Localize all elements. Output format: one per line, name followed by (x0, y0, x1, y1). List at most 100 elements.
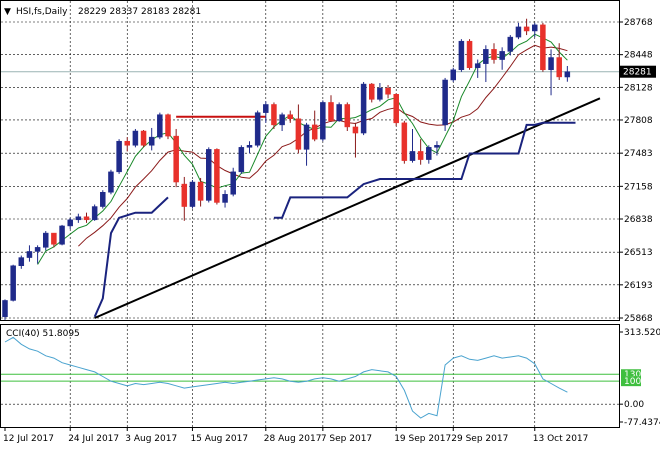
candle (474, 59, 481, 78)
candle (466, 39, 473, 70)
candle (173, 128, 179, 188)
candle (18, 255, 25, 269)
candle (434, 141, 440, 156)
candle (124, 137, 130, 152)
cci-label: CCI(40) 51.8095 (6, 329, 80, 339)
candle (91, 204, 98, 221)
candle (507, 35, 514, 56)
candle (10, 264, 16, 302)
candle (540, 22, 546, 72)
candle (556, 43, 562, 80)
candle (564, 65, 571, 82)
candle (369, 83, 375, 103)
candle (523, 18, 530, 36)
time-tick-label: 24 Jul 2017 (68, 434, 119, 444)
candle (43, 231, 49, 251)
candle (189, 180, 196, 209)
candle (148, 127, 155, 151)
candle (2, 299, 8, 320)
header-triangle: ▼ (4, 7, 11, 17)
cci-line (4, 336, 568, 419)
candle (287, 110, 293, 123)
candle (515, 22, 522, 40)
candle (295, 104, 302, 154)
candle (279, 112, 285, 132)
candle (303, 122, 310, 166)
candle (458, 39, 465, 72)
cci-tick-label: -77.4374 (624, 418, 660, 428)
price-tick-label: 25868 (624, 314, 653, 324)
candle (165, 113, 171, 140)
candle (499, 47, 505, 70)
candle (75, 213, 82, 223)
current-price-label: 28281 (623, 68, 652, 78)
candle (385, 85, 391, 99)
time-tick-label: 7 Sep 2017 (321, 434, 372, 444)
candle (26, 245, 33, 262)
price-tick-label: 28448 (624, 51, 653, 61)
candle (100, 190, 106, 209)
time-tick-label: 29 Sep 2017 (451, 434, 508, 444)
price-tick-label: 26513 (624, 248, 653, 258)
candle (360, 82, 367, 136)
time-axis: 12 Jul 2017 24 Jul 2017 3 Aug 2017 15 Aug 2… (3, 427, 588, 444)
candle (491, 43, 497, 64)
stop-line (93, 121, 576, 318)
price-pane (0, 0, 620, 321)
candle (197, 177, 204, 207)
candle (108, 169, 114, 195)
header-ohlc: 28229 28337 28183 28281 (78, 7, 201, 17)
cci-level-badge (621, 369, 641, 380)
candle (157, 112, 163, 140)
candle (116, 139, 122, 174)
stop-line-seg (93, 196, 169, 318)
candle (344, 102, 351, 132)
current-price-badge (620, 65, 656, 78)
candle (450, 67, 456, 83)
price-tick-label: 27483 (624, 149, 653, 159)
candle (214, 148, 220, 205)
stop-line-seg (273, 121, 576, 219)
candle (132, 128, 139, 148)
cci-series (4, 336, 568, 419)
candle (548, 49, 554, 96)
candle (83, 212, 90, 223)
candle (140, 129, 147, 148)
cci-tick-label: 313.5204 (624, 328, 660, 338)
candle (246, 141, 253, 154)
candle (483, 45, 489, 83)
candle (181, 176, 188, 221)
price-tick-label: 26838 (624, 215, 653, 225)
candle (409, 128, 416, 163)
candle (320, 100, 326, 142)
candle (51, 232, 57, 248)
price-tick-label: 27808 (624, 116, 653, 126)
candle (238, 145, 245, 174)
cci-levels (1, 373, 619, 405)
candle (532, 22, 538, 38)
candle (67, 217, 73, 229)
trendline-main (94, 97, 601, 319)
candle (59, 224, 65, 246)
candle (271, 102, 277, 129)
candle (263, 101, 269, 123)
time-tick-label: 28 Aug 2017 (264, 434, 322, 444)
price-axis: 28768 28448 28128 27808 27483 27158 26838 26513… (619, 18, 653, 324)
candle (352, 122, 359, 158)
cci-tick-label: 130 (624, 370, 641, 380)
candle (377, 83, 383, 102)
cci-tick-label: 0.00 (624, 400, 644, 410)
price-tick-label: 26193 (624, 281, 653, 291)
price-tick-label: 28768 (624, 18, 653, 28)
price-tick-label: 28128 (624, 83, 653, 93)
candle (336, 102, 342, 122)
candle (206, 147, 212, 203)
candle (254, 110, 261, 148)
grid-lines (1, 1, 619, 427)
candle (34, 245, 41, 264)
header-symbol: HSI,fs,Daily (16, 7, 68, 17)
candle (222, 190, 228, 208)
candle (393, 93, 399, 126)
